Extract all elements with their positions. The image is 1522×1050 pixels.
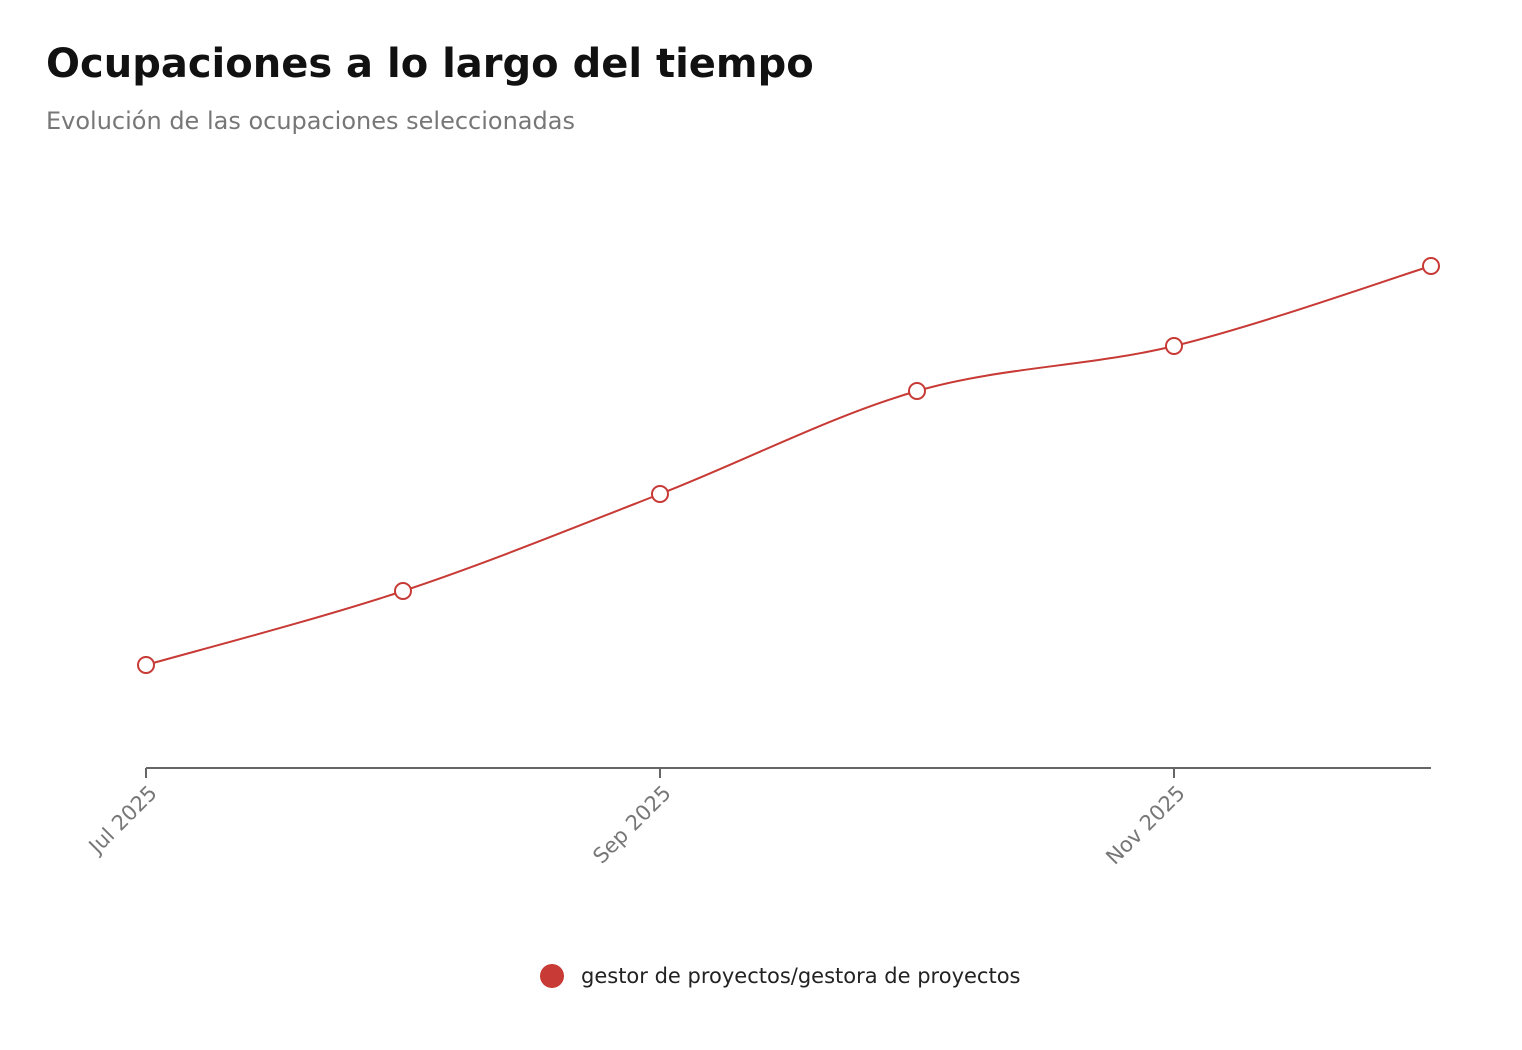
x-tick-label: Nov 2025 [1101,781,1189,869]
x-tick-label: Sep 2025 [588,781,675,868]
data-point [908,382,926,400]
legend-swatch [540,964,564,988]
data-point [1422,257,1440,275]
x-tick-label: Jul 2025 [83,781,162,860]
data-point [1165,337,1183,355]
chart-title: Ocupaciones a lo largo del tiempo [46,41,814,87]
chart-subtitle: Evolución de las ocupaciones seleccionad… [46,107,575,135]
data-point [137,656,155,674]
data-point [651,485,669,503]
legend: gestor de proyectos/gestora de proyectos [540,964,1021,988]
legend-label: gestor de proyectos/gestora de proyectos [581,964,1021,988]
data-point [394,582,412,600]
series-line [145,265,1432,666]
